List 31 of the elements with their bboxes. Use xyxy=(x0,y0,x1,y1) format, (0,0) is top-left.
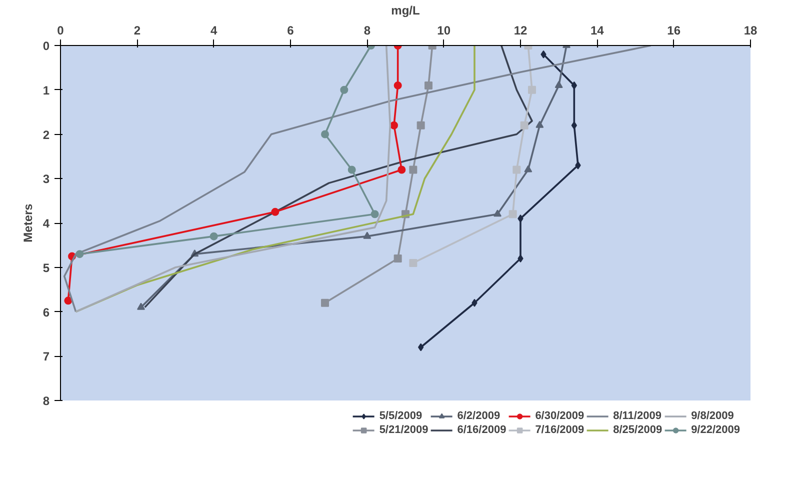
legend-label: 9/22/2009 xyxy=(691,424,740,436)
x-tick-label: 6 xyxy=(287,24,294,38)
y-tick-label: 1 xyxy=(42,83,50,98)
legend-label: 5/5/2009 xyxy=(379,410,422,422)
y-tick-label: 3 xyxy=(42,172,50,186)
y-tick-label: 6 xyxy=(42,305,50,320)
legend-label: 8/11/2009 xyxy=(613,410,662,422)
x-tick-label: 2 xyxy=(134,24,141,38)
x-tick-label: 4 xyxy=(210,24,218,38)
x-tick-label: 0 xyxy=(57,24,64,38)
y-tick-label: 0 xyxy=(42,39,50,53)
legend-label: 6/30/2009 xyxy=(535,410,584,422)
legend-label: 6/2/2009 xyxy=(457,410,500,422)
y-axis-title: Meters xyxy=(20,203,35,242)
y-tick-label: 4 xyxy=(42,216,50,230)
legend-label: 5/21/2009 xyxy=(379,424,428,436)
x-axis-title: mg/L xyxy=(391,4,420,18)
x-tick-label: 14 xyxy=(590,24,604,38)
y-tick-label: 5 xyxy=(42,260,50,275)
x-tick-label: 12 xyxy=(514,24,528,38)
x-tick-label: 10 xyxy=(437,24,451,38)
y-tick-label: 7 xyxy=(42,350,50,364)
x-tick-label: 16 xyxy=(667,24,681,38)
x-tick-label: 18 xyxy=(744,24,758,38)
legend-label: 9/8/2009 xyxy=(691,410,734,422)
y-tick-label: 8 xyxy=(42,394,50,408)
legend-label: 7/16/2009 xyxy=(535,424,584,436)
legend-label: 6/16/2009 xyxy=(457,424,506,436)
legend-label: 8/25/2009 xyxy=(613,424,662,436)
y-tick-label: 2 xyxy=(42,128,50,142)
x-tick-label: 8 xyxy=(364,24,371,38)
